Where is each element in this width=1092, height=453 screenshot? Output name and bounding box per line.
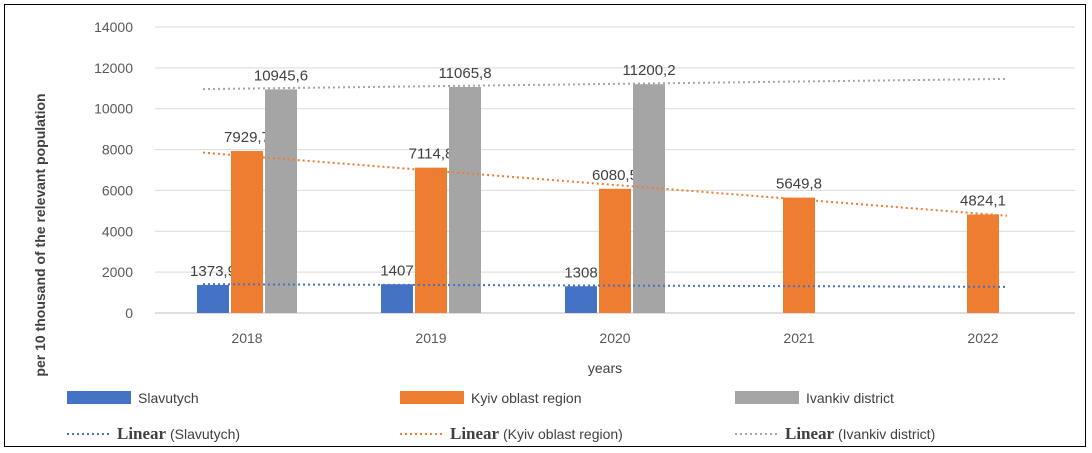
bar-chart: 0 2000 4000 6000 8000 10000 12000 14000 1373,9 14… [32,19,1075,443]
x-tick-label: 2020 [599,330,630,346]
bar[interactable] [449,86,481,313]
y-tick-label: 4000 [102,223,133,239]
bar[interactable] [565,286,597,313]
bar[interactable] [633,84,665,313]
x-tick-label: 2019 [415,330,446,346]
bar[interactable] [783,197,815,313]
x-tick-label: 2018 [231,330,262,346]
data-label: 1308 [564,264,597,281]
y-tick-label: 0 [125,305,133,321]
trendline [202,283,1008,288]
legend-trend-label: Linear (Ivankiv district) [785,424,935,443]
legend-swatch [67,391,131,404]
chart-frame: 0 2000 4000 6000 8000 10000 12000 14000 1373,9 14… [4,4,1086,447]
data-label: 6080,5 [592,167,638,184]
bar[interactable] [265,89,297,313]
x-axis-title: years [588,360,622,376]
y-tick-label: 14000 [94,19,133,35]
y-tick-label: 10000 [94,101,133,117]
bar[interactable] [599,188,631,313]
data-label: 1407 [380,262,413,279]
legend-label: Ivankiv district [806,390,894,406]
bar[interactable] [381,284,413,313]
legend-trend-label: Linear (Kyiv oblast region) [450,424,623,443]
data-label: 11065,8 [438,65,491,82]
y-tick-label: 2000 [102,264,133,280]
y-axis-title: per 10 thousand of the relevant populati… [32,93,48,376]
legend-swatch [735,391,799,404]
legend-trend-label: Linear (Slavutych) [117,424,240,443]
trendline [202,77,1008,91]
y-tick-label: 8000 [102,142,133,158]
y-tick-label: 12000 [94,60,133,76]
legend-swatch [400,391,464,404]
x-tick-label: 2021 [783,330,814,346]
bar[interactable] [415,167,447,313]
data-label: 4824,1 [960,192,1006,209]
y-tick-label: 6000 [102,182,133,198]
data-label: 10945,6 [254,67,308,84]
data-label: 7114,8 [409,146,454,163]
bar[interactable] [231,151,263,313]
data-label: 5649,8 [776,176,822,193]
data-label: 11200,2 [622,62,675,79]
data-label: 1373,9 [190,263,236,280]
legend-label: Kyiv oblast region [471,390,582,406]
data-label: 7929,7 [224,129,270,146]
bar[interactable] [197,284,229,313]
x-tick-label: 2022 [967,330,998,346]
legend-label: Slavutych [138,390,199,406]
bar[interactable] [967,214,999,313]
